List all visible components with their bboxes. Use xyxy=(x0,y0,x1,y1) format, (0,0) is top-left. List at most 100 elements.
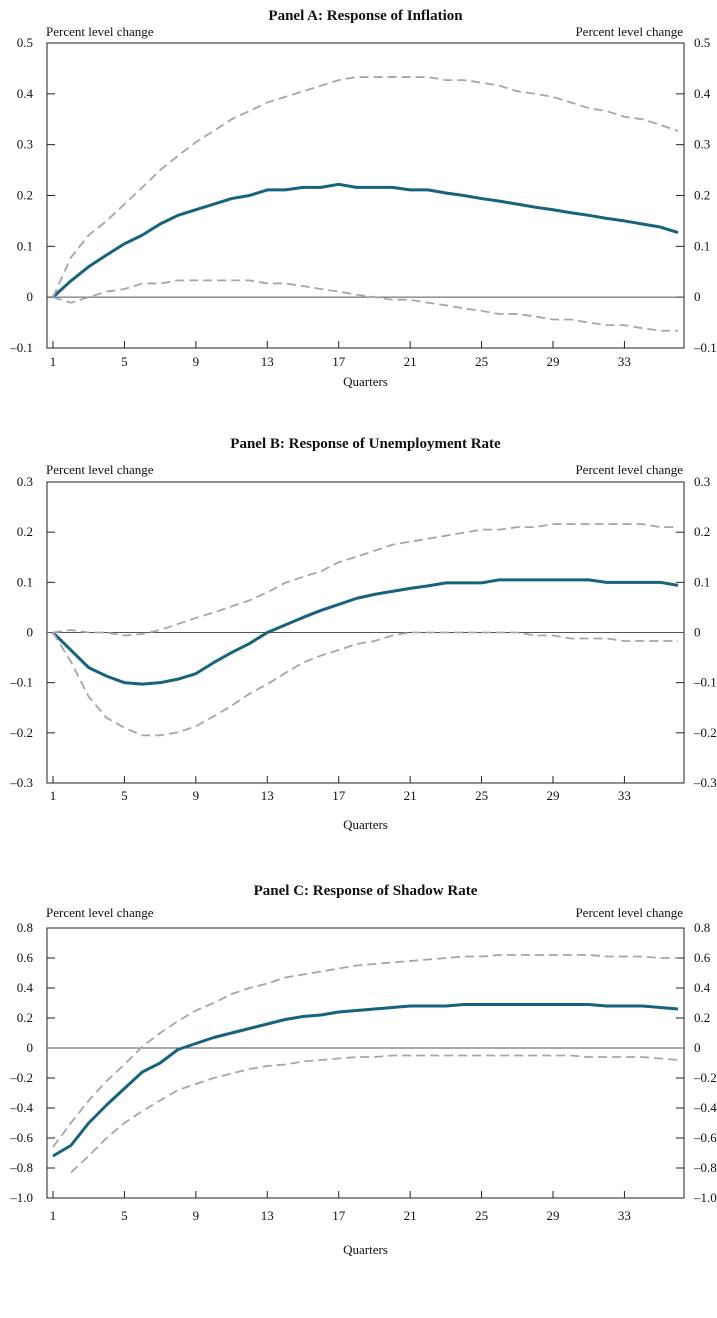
x-tick-label: 13 xyxy=(261,354,274,369)
y-unit-label-left: Percent level change xyxy=(46,462,154,477)
y-tick-label-left: –0.1 xyxy=(9,340,33,355)
panel-title: Panel A: Response of Inflation xyxy=(268,8,463,24)
y-tick-label-left: 0.2 xyxy=(17,524,33,539)
y-tick-label-right: 0.1 xyxy=(694,574,710,589)
y-tick-label-left: –0.8 xyxy=(9,1160,33,1175)
y-tick-label-left: 0.4 xyxy=(17,980,34,995)
confidence-band-lower xyxy=(70,1054,679,1174)
y-tick-label-right: 0.2 xyxy=(694,1010,710,1025)
impulse-response-line xyxy=(52,1003,679,1158)
y-tick-label-left: 0.3 xyxy=(17,137,33,152)
y-tick-label-right: 0.5 xyxy=(694,35,710,50)
y-unit-label-left: Percent level change xyxy=(46,24,154,39)
y-tick-label-right: –0.3 xyxy=(693,775,717,790)
x-tick-label: 29 xyxy=(547,354,560,369)
x-tick-label: 29 xyxy=(547,788,560,803)
y-tick-label-right: 0.1 xyxy=(694,238,710,253)
confidence-band-upper xyxy=(52,76,679,298)
panel-c: Panel C: Response of Shadow Rate Percent … xyxy=(9,883,717,1257)
confidence-band-upper xyxy=(52,523,678,637)
x-tick-label: 21 xyxy=(404,354,417,369)
x-tick-label: 17 xyxy=(332,788,346,803)
y-tick-label-right: –0.6 xyxy=(693,1130,717,1145)
y-tick-label-left: –0.6 xyxy=(9,1130,33,1145)
x-tick-label: 1 xyxy=(50,1208,57,1223)
y-tick-label-left: –0.1 xyxy=(9,675,33,690)
y-tick-label-right: –0.1 xyxy=(693,675,717,690)
x-tick-label: 21 xyxy=(404,1208,417,1223)
x-tick-label: 29 xyxy=(547,1208,560,1223)
y-tick-label-left: –0.3 xyxy=(9,775,33,790)
y-unit-label-right: Percent level change xyxy=(575,462,683,477)
x-tick-label: 25 xyxy=(475,354,488,369)
panel-title: Panel C: Response of Shadow Rate xyxy=(254,883,478,899)
y-tick-label-right: –0.2 xyxy=(693,725,717,740)
y-tick-label-right: 0.4 xyxy=(694,980,711,995)
confidence-band-lower xyxy=(52,631,678,737)
y-tick-label-right: 0.8 xyxy=(694,920,710,935)
y-tick-label-left: 0.1 xyxy=(17,574,33,589)
plot-frame xyxy=(46,927,685,1199)
y-tick-label-right: 0.4 xyxy=(694,86,711,101)
panel-title: Panel B: Response of Unemployment Rate xyxy=(230,436,501,452)
y-tick-label-left: 0.3 xyxy=(17,474,33,489)
impulse-response-line xyxy=(51,182,679,299)
y-tick-label-right: –0.8 xyxy=(693,1160,717,1175)
x-tick-label: 13 xyxy=(261,1208,274,1223)
x-tick-label: 9 xyxy=(193,1208,200,1223)
y-tick-label-left: 0 xyxy=(27,1040,34,1055)
y-tick-label-left: 0.8 xyxy=(17,920,33,935)
y-tick-label-left: 0 xyxy=(27,625,34,640)
y-tick-label-left: 0.5 xyxy=(17,35,33,50)
y-unit-label-left: Percent level change xyxy=(46,905,154,920)
y-unit-label-right: Percent level change xyxy=(575,905,683,920)
x-tick-label: 5 xyxy=(121,1208,128,1223)
y-tick-label-left: 0.4 xyxy=(17,86,34,101)
y-tick-label-right: 0 xyxy=(694,289,701,304)
y-tick-label-left: 0.2 xyxy=(17,1010,33,1025)
x-tick-label: 25 xyxy=(475,788,488,803)
confidence-band-upper xyxy=(52,954,678,1148)
y-tick-label-right: 0.3 xyxy=(694,474,710,489)
y-tick-label-right: 0.2 xyxy=(694,524,710,539)
y-tick-label-left: –0.2 xyxy=(9,725,33,740)
y-tick-label-right: 0 xyxy=(694,625,701,640)
y-tick-label-right: –1.0 xyxy=(693,1190,717,1205)
x-tick-label: 21 xyxy=(404,788,417,803)
x-tick-label: 5 xyxy=(121,354,128,369)
y-tick-label-right: 0 xyxy=(694,1040,701,1055)
y-tick-label-left: –0.2 xyxy=(9,1070,33,1085)
plot-frame xyxy=(46,42,685,349)
y-tick-label-right: 0.2 xyxy=(694,188,710,203)
y-tick-label-right: –0.2 xyxy=(693,1070,717,1085)
confidence-band-lower xyxy=(52,279,678,332)
x-tick-label: 17 xyxy=(332,354,346,369)
panel-a: Panel A: Response of Inflation Percent le… xyxy=(9,8,717,389)
y-tick-label-right: 0.6 xyxy=(694,950,711,965)
x-tick-label: 5 xyxy=(121,788,128,803)
x-axis-title: Quarters xyxy=(343,1242,388,1257)
x-tick-label: 9 xyxy=(193,788,200,803)
y-tick-label-right: –0.1 xyxy=(693,340,717,355)
y-tick-label-left: 0 xyxy=(27,289,34,304)
y-tick-label-left: –0.4 xyxy=(9,1100,33,1115)
y-tick-label-left: 0.1 xyxy=(17,238,33,253)
x-tick-label: 9 xyxy=(193,354,200,369)
impulse-response-line xyxy=(51,578,679,686)
x-tick-label: 1 xyxy=(50,354,57,369)
x-axis-title: Quarters xyxy=(343,374,388,389)
panel-b: Panel B: Response of Unemployment Rate Pe… xyxy=(9,436,717,832)
y-tick-label-right: –0.4 xyxy=(693,1100,717,1115)
x-tick-label: 33 xyxy=(618,1208,631,1223)
x-tick-label: 1 xyxy=(50,788,57,803)
y-tick-label-right: 0.3 xyxy=(694,137,710,152)
x-tick-label: 33 xyxy=(618,354,631,369)
x-tick-label: 33 xyxy=(618,788,631,803)
y-tick-label-left: 0.2 xyxy=(17,188,33,203)
x-tick-label: 17 xyxy=(332,1208,346,1223)
y-unit-label-right: Percent level change xyxy=(575,24,683,39)
x-tick-label: 25 xyxy=(475,1208,488,1223)
x-axis-title: Quarters xyxy=(343,817,388,832)
x-tick-label: 13 xyxy=(261,788,274,803)
